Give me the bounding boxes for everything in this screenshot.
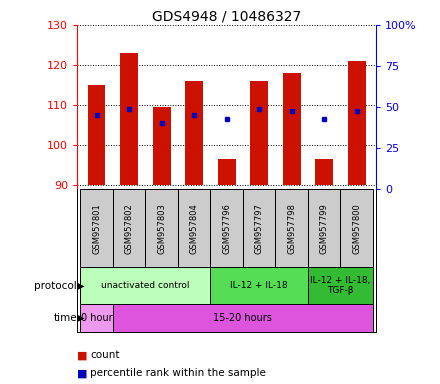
Text: GSM957798: GSM957798 [287, 203, 296, 254]
Bar [178, 189, 210, 267]
Text: protocol: protocol [34, 281, 77, 291]
Bar [80, 304, 113, 332]
Title: GDS4948 / 10486327: GDS4948 / 10486327 [152, 10, 301, 24]
Text: GSM957796: GSM957796 [222, 203, 231, 254]
Bar [348, 61, 366, 185]
Text: 15-20 hours: 15-20 hours [213, 313, 272, 323]
Text: 0 hour: 0 hour [81, 313, 112, 323]
Bar [218, 159, 235, 185]
Bar [145, 189, 178, 267]
Bar [243, 189, 275, 267]
Text: GSM957802: GSM957802 [125, 203, 133, 254]
Bar [210, 267, 308, 304]
Text: ■: ■ [77, 368, 88, 378]
Text: GSM957799: GSM957799 [320, 203, 329, 254]
Bar [153, 107, 171, 185]
Text: ▶: ▶ [77, 281, 85, 291]
Text: GSM957804: GSM957804 [190, 203, 198, 254]
Bar [120, 53, 138, 185]
Bar [113, 304, 373, 332]
Text: GSM957797: GSM957797 [255, 203, 264, 254]
Bar [113, 189, 145, 267]
Text: percentile rank within the sample: percentile rank within the sample [90, 368, 266, 378]
Text: IL-12 + IL-18: IL-12 + IL-18 [230, 281, 288, 290]
Text: unactivated control: unactivated control [101, 281, 190, 290]
Text: ▶: ▶ [77, 313, 85, 323]
Bar [275, 189, 308, 267]
Text: count: count [90, 350, 120, 360]
Bar [88, 85, 106, 185]
Text: time: time [54, 313, 77, 323]
Bar [250, 81, 268, 185]
Bar [308, 189, 341, 267]
Bar [185, 81, 203, 185]
Text: GSM957803: GSM957803 [157, 203, 166, 254]
Text: GSM957800: GSM957800 [352, 203, 361, 254]
Text: ■: ■ [77, 350, 88, 360]
Bar [80, 267, 210, 304]
Bar [341, 189, 373, 267]
Text: IL-12 + IL-18,
TGF-β: IL-12 + IL-18, TGF-β [310, 276, 370, 295]
Bar [210, 189, 243, 267]
Bar [283, 73, 301, 185]
Bar [80, 189, 113, 267]
Bar [315, 159, 333, 185]
Bar [308, 267, 373, 304]
Text: GSM957801: GSM957801 [92, 203, 101, 254]
